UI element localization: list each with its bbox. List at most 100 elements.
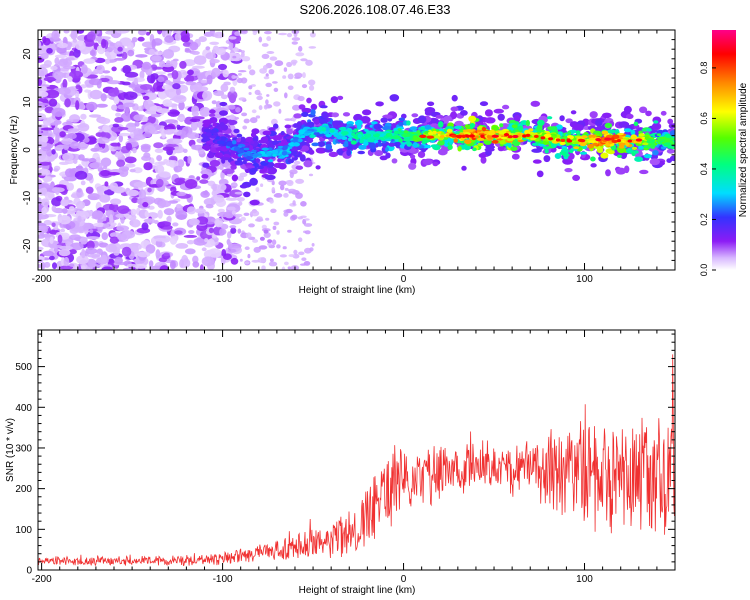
noise-blob <box>85 247 98 255</box>
noise-blob <box>292 200 296 206</box>
noise-blob <box>51 149 56 155</box>
ridge-blob <box>559 115 565 122</box>
ridge-blob <box>291 150 298 155</box>
noise-blob <box>253 246 261 253</box>
ridge-blob <box>346 149 352 156</box>
ridge-blob <box>388 142 396 147</box>
noise-blob <box>52 262 57 270</box>
ridge-blob <box>669 130 675 137</box>
noise-blob <box>200 79 208 84</box>
noise-blob <box>139 70 145 80</box>
noise-blob <box>97 218 104 225</box>
colorbar: 0.0 0.2 0.4 0.6 0.8 Normalized spectral ampl… <box>699 30 749 276</box>
ridge-hotspot <box>566 139 573 143</box>
noise-blob <box>291 37 301 41</box>
ridge-blob <box>355 119 363 126</box>
ridge-blob <box>231 140 237 145</box>
ridge-blob <box>351 132 356 136</box>
noise-blob <box>43 261 51 268</box>
noise-blob <box>263 229 269 234</box>
noise-blob <box>184 49 191 53</box>
ridge-blob <box>315 165 321 170</box>
noise-blob <box>74 170 88 180</box>
noise-blob <box>67 133 77 140</box>
ridge-blob <box>385 152 391 159</box>
y-tick-label: 20 <box>22 48 33 60</box>
noise-blob <box>255 115 261 119</box>
noise-blob <box>176 124 181 130</box>
noise-blob <box>133 167 143 174</box>
noise-blob <box>265 73 269 77</box>
ridge-blob <box>593 130 602 135</box>
ridge-blob <box>242 160 247 164</box>
ridge-blob <box>447 144 453 150</box>
noise-blob <box>304 223 313 227</box>
noise-blob <box>284 187 289 191</box>
noise-blob <box>269 258 274 263</box>
ridge-blob <box>517 139 524 143</box>
noise-blob <box>272 81 278 84</box>
noise-blob <box>133 114 143 121</box>
noise-blob <box>240 216 246 222</box>
noise-blob <box>85 186 94 194</box>
ridge-blob <box>219 101 228 107</box>
ridge-blob <box>210 135 217 139</box>
ridge-blob <box>251 149 257 153</box>
ridge-blob <box>357 133 362 139</box>
noise-blob <box>69 234 81 241</box>
noise-blob <box>222 253 232 260</box>
ridge-blob <box>264 174 276 180</box>
noise-blob <box>126 263 138 268</box>
noise-blob <box>164 119 178 124</box>
noise-blob <box>195 208 206 214</box>
ridge-blob <box>214 152 224 159</box>
noise-blob <box>137 36 145 42</box>
noise-blob <box>42 175 53 182</box>
ridge-blob <box>651 123 660 130</box>
ridge-blob <box>415 137 424 142</box>
ridge-blob <box>342 143 349 148</box>
x-tick-label: 0 <box>401 574 407 585</box>
noise-blob <box>95 36 103 42</box>
ridge-blob <box>633 150 639 154</box>
noise-blob <box>73 48 81 58</box>
noise-blob <box>283 67 288 72</box>
ridge-blob <box>472 147 477 152</box>
noise-blob <box>107 54 112 60</box>
ridge-blob <box>397 128 402 131</box>
y-tick-label: 500 <box>15 362 32 373</box>
noise-blob <box>63 256 70 267</box>
noise-blob <box>308 79 316 86</box>
ridge-blob <box>226 141 233 147</box>
ridge-hotspot <box>480 134 485 138</box>
ridge-blob <box>371 121 378 125</box>
noise-blob <box>159 92 167 100</box>
ridge-blob <box>385 132 392 137</box>
y-tick-label: -20 <box>22 238 33 253</box>
noise-blob <box>191 50 200 55</box>
ridge-blob <box>443 115 452 122</box>
x-tick-label: -200 <box>32 574 52 585</box>
ridge-blob <box>303 160 313 168</box>
noise-blob <box>157 209 163 219</box>
noise-blob <box>288 254 296 258</box>
noise-blob <box>101 232 109 241</box>
noise-blob <box>286 32 293 38</box>
noise-blob <box>178 101 185 111</box>
x-tick-label: -100 <box>213 274 233 285</box>
ridge-blob <box>260 144 269 149</box>
noise-blob <box>141 222 149 231</box>
ridge-blob <box>621 137 630 140</box>
noise-blob <box>75 201 86 210</box>
noise-blob <box>302 72 306 79</box>
noise-blob <box>239 258 243 262</box>
ridge-blob <box>634 156 643 162</box>
ridge-blob <box>341 131 349 136</box>
noise-blob <box>38 112 46 121</box>
noise-blob <box>87 193 102 201</box>
ridge-blob <box>479 101 489 107</box>
noise-blob <box>49 255 55 261</box>
ridge-hotspot <box>450 134 457 138</box>
noise-blob <box>184 248 196 255</box>
